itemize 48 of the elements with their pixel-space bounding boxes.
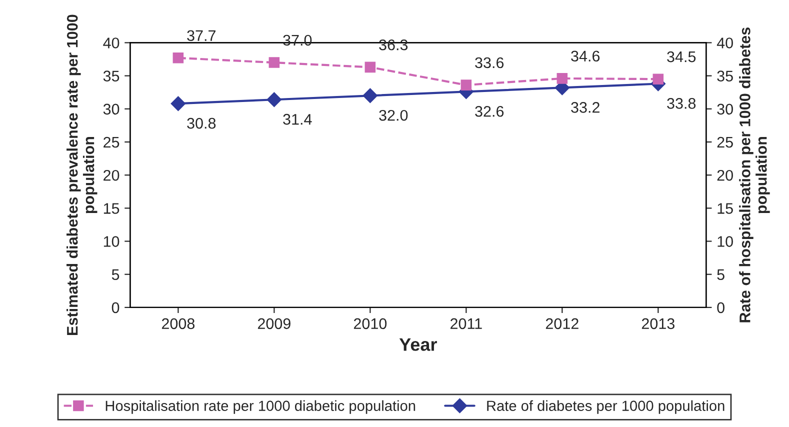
y-axis-title: Estimated diabetes prevalence rate per 1000 population xyxy=(66,14,98,335)
legend-label: Hospitalisation rate per 1000 diabetic population xyxy=(106,400,416,414)
point xyxy=(362,88,378,104)
data-label: 34.5 xyxy=(667,51,696,62)
data-label: 31.4 xyxy=(283,114,312,125)
y-tick-label: 30 xyxy=(103,104,120,115)
data-label: 32.6 xyxy=(475,106,504,117)
point xyxy=(172,52,184,64)
point xyxy=(652,74,664,84)
y-tick-label: 0 xyxy=(112,302,120,314)
y2-tick-label: 30 xyxy=(717,104,733,115)
point xyxy=(460,80,472,90)
point xyxy=(556,73,568,84)
x-tick-label: 2008 xyxy=(162,318,195,330)
y-tick-label: 25 xyxy=(104,136,120,148)
y-tick-label: 40 xyxy=(103,38,120,48)
y2-tick-label: 5 xyxy=(717,269,724,280)
y2-tick-label: 25 xyxy=(717,136,733,148)
x-tick-label: 2012 xyxy=(546,318,578,330)
x-tick-label: 2013 xyxy=(642,318,674,330)
point xyxy=(266,92,282,108)
x-tick-label: 2011 xyxy=(450,318,482,330)
data-label: 33.2 xyxy=(571,102,600,113)
point xyxy=(364,62,376,73)
point xyxy=(268,57,280,68)
x-tick-label: 2009 xyxy=(258,318,290,330)
y2-axis-title: Rate of hospitalisation per 1000 diabetes population xyxy=(739,28,770,322)
data-label: 33.6 xyxy=(475,57,504,68)
legend-label: Rate of diabetes per 1000 population xyxy=(487,400,724,414)
y-tick-label: 10 xyxy=(104,236,120,247)
data-label: 32.0 xyxy=(379,110,408,121)
x-axis-title: Year xyxy=(399,338,437,351)
point xyxy=(170,96,186,111)
y2-tick-label: 10 xyxy=(718,236,733,247)
data-label: 34.6 xyxy=(571,50,600,62)
data-label: 33.8 xyxy=(667,98,696,109)
y2-tick-label: 40 xyxy=(716,38,733,48)
y2-tick-label: 20 xyxy=(717,170,733,181)
y-tick-label: 15 xyxy=(104,203,120,214)
y2-tick-label: 0 xyxy=(717,302,724,314)
y-tick-label: 35 xyxy=(103,70,120,82)
y2-tick-label: 35 xyxy=(717,70,733,82)
y2-tick-label: 15 xyxy=(718,203,733,214)
x-tick-label: 2010 xyxy=(354,318,387,330)
data-label: 37.7 xyxy=(187,30,216,42)
y-tick-label: 5 xyxy=(112,269,120,280)
data-label: 30.8 xyxy=(187,118,216,129)
y-tick-label: 20 xyxy=(104,170,120,181)
